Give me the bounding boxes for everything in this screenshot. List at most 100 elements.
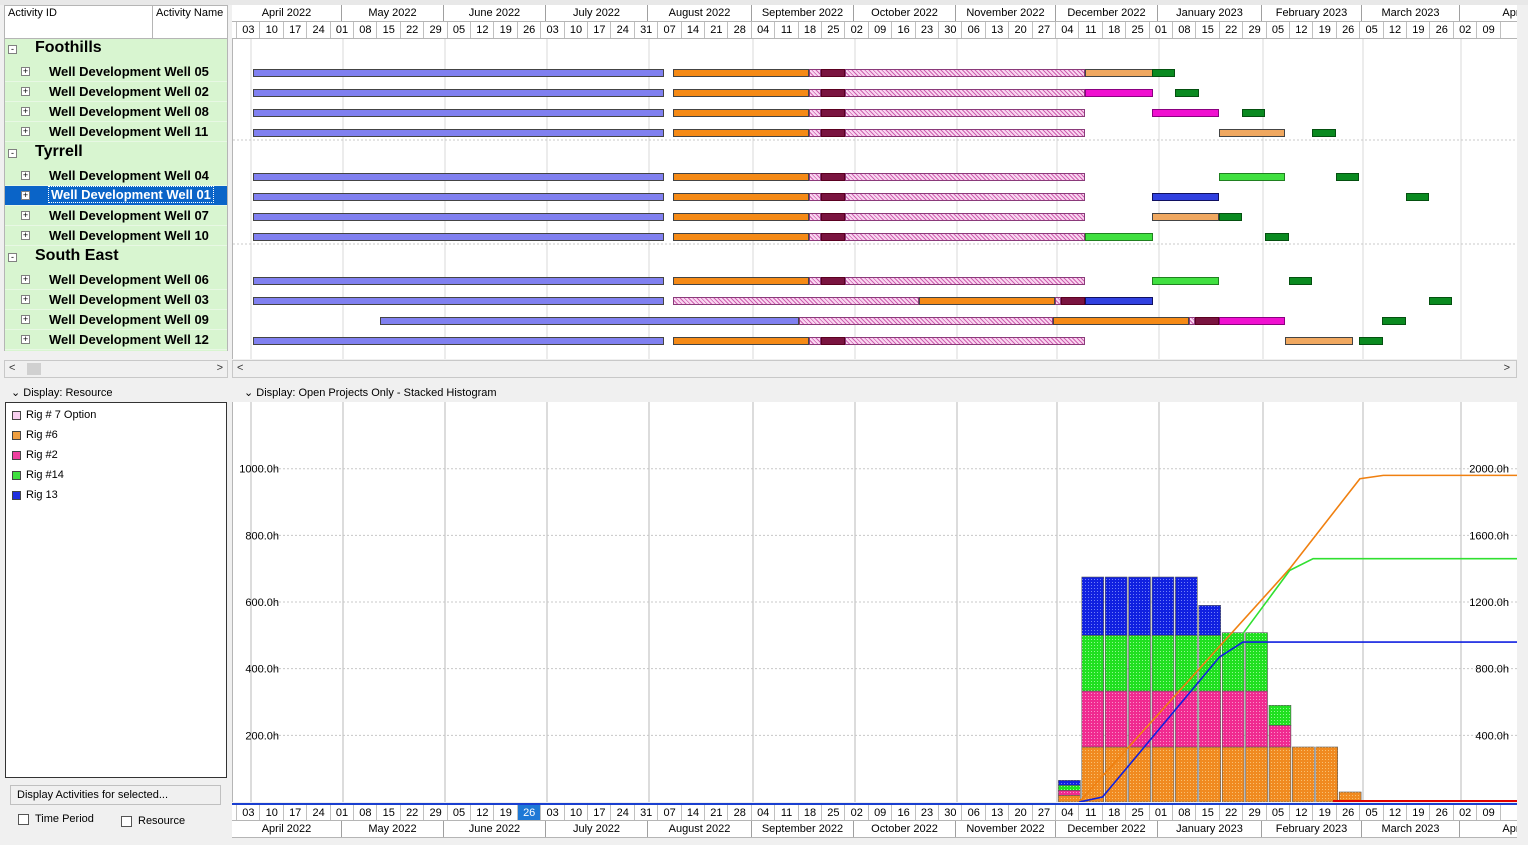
scroll-right-arrow[interactable]: > bbox=[1503, 362, 1510, 374]
display-activities-button[interactable]: Display Activities for selected... bbox=[10, 785, 221, 805]
gantt-bar[interactable] bbox=[673, 277, 809, 285]
column-header-activity-name[interactable]: Activity Name bbox=[156, 7, 224, 19]
expand-icon[interactable]: + bbox=[21, 334, 30, 344]
activity-row[interactable]: + Well Development Well 06 bbox=[5, 270, 227, 290]
gantt-bar[interactable] bbox=[253, 193, 664, 201]
gantt-bar[interactable] bbox=[821, 213, 845, 221]
checkbox-box[interactable] bbox=[121, 815, 132, 827]
scroll-right-arrow[interactable]: > bbox=[216, 362, 223, 374]
gantt-bar[interactable] bbox=[1285, 337, 1353, 345]
collapse-icon[interactable]: - bbox=[8, 149, 17, 158]
gantt-bar[interactable] bbox=[253, 337, 664, 345]
gantt-bar[interactable] bbox=[1189, 317, 1195, 325]
checkbox-box[interactable] bbox=[18, 813, 29, 825]
collapse-icon[interactable]: - bbox=[8, 45, 17, 54]
gantt-bar[interactable] bbox=[1152, 193, 1219, 201]
activity-row[interactable]: + Well Development Well 11 bbox=[5, 122, 227, 142]
gantt-bar[interactable] bbox=[845, 277, 1085, 285]
scroll-left-arrow[interactable]: < bbox=[9, 362, 16, 374]
gantt-bar[interactable] bbox=[673, 233, 809, 241]
gantt-bar[interactable] bbox=[1219, 129, 1285, 137]
gantt-bar[interactable] bbox=[253, 233, 664, 241]
gantt-bar[interactable] bbox=[1219, 317, 1285, 325]
gantt-bar[interactable] bbox=[845, 233, 1085, 241]
expand-icon[interactable]: + bbox=[21, 106, 30, 116]
gantt-bar[interactable] bbox=[821, 337, 845, 345]
gantt-bar[interactable] bbox=[845, 213, 1085, 221]
gantt-bar[interactable] bbox=[809, 277, 821, 285]
gantt-bar[interactable] bbox=[673, 129, 809, 137]
expand-icon[interactable]: + bbox=[21, 86, 30, 96]
gantt-bar[interactable] bbox=[821, 233, 845, 241]
expand-icon[interactable]: + bbox=[21, 230, 30, 240]
gantt-bar[interactable] bbox=[1382, 317, 1406, 325]
gantt-bar[interactable] bbox=[1175, 89, 1199, 97]
resource-checkbox[interactable]: Resource bbox=[121, 815, 185, 827]
gantt-bar[interactable] bbox=[673, 109, 809, 117]
expand-icon[interactable]: + bbox=[21, 126, 30, 136]
gantt-bar[interactable] bbox=[1085, 89, 1153, 97]
activity-row[interactable]: + Well Development Well 07 bbox=[5, 206, 227, 226]
gantt-bar[interactable] bbox=[821, 89, 845, 97]
gantt-bar[interactable] bbox=[845, 337, 1085, 345]
gantt-bar[interactable] bbox=[809, 173, 821, 181]
activity-row[interactable]: + Well Development Well 01 bbox=[5, 186, 227, 206]
expand-icon[interactable]: + bbox=[21, 274, 30, 284]
gantt-bar[interactable] bbox=[1085, 69, 1153, 77]
gantt-bar[interactable] bbox=[380, 317, 799, 325]
collapse-icon[interactable]: - bbox=[8, 253, 17, 262]
expand-icon[interactable]: + bbox=[21, 314, 30, 324]
gantt-bar[interactable] bbox=[809, 109, 821, 117]
chevron-down-icon[interactable]: ⌄ bbox=[244, 387, 254, 399]
scroll-thumb[interactable] bbox=[27, 363, 41, 375]
gantt-bar[interactable] bbox=[253, 213, 664, 221]
activity-row[interactable]: + Well Development Well 10 bbox=[5, 226, 227, 246]
gantt-bar[interactable] bbox=[1219, 173, 1285, 181]
expand-icon[interactable]: + bbox=[21, 66, 30, 76]
group-row[interactable]: - South East bbox=[5, 247, 227, 267]
gantt-bar[interactable] bbox=[1289, 277, 1312, 285]
gantt-bar[interactable] bbox=[845, 69, 1085, 77]
resource-panel-title[interactable]: ⌄ Display: Resource bbox=[5, 384, 227, 402]
histogram-panel-title[interactable]: ⌄ Display: Open Projects Only - Stacked … bbox=[238, 384, 638, 402]
gantt-bar[interactable] bbox=[1312, 129, 1336, 137]
gantt-bar[interactable] bbox=[821, 129, 845, 137]
gantt-bar[interactable] bbox=[1085, 233, 1153, 241]
gantt-bar[interactable] bbox=[821, 109, 845, 117]
scroll-left-arrow[interactable]: < bbox=[237, 362, 244, 374]
activity-row[interactable]: + Well Development Well 12 bbox=[5, 330, 227, 350]
gantt-bar[interactable] bbox=[673, 89, 809, 97]
gantt-bar[interactable] bbox=[809, 69, 821, 77]
gantt-bar[interactable] bbox=[1242, 109, 1265, 117]
gantt-bar[interactable] bbox=[1152, 213, 1219, 221]
gantt-bar[interactable] bbox=[1085, 297, 1153, 305]
activity-row[interactable]: + Well Development Well 09 bbox=[5, 310, 227, 330]
gantt-bar[interactable] bbox=[809, 213, 821, 221]
gantt-bar[interactable] bbox=[809, 193, 821, 201]
activity-row[interactable]: + Well Development Well 03 bbox=[5, 290, 227, 310]
gantt-bar[interactable] bbox=[253, 89, 664, 97]
gantt-bar[interactable] bbox=[809, 89, 821, 97]
gantt-bar[interactable] bbox=[1406, 193, 1429, 201]
gantt-bar[interactable] bbox=[1055, 297, 1061, 305]
gantt-bar[interactable] bbox=[845, 109, 1085, 117]
activity-row[interactable]: + Well Development Well 02 bbox=[5, 82, 227, 102]
gantt-bar[interactable] bbox=[845, 89, 1085, 97]
gantt-bar[interactable] bbox=[1061, 297, 1085, 305]
group-row[interactable]: - Tyrrell bbox=[5, 143, 227, 163]
expand-icon[interactable]: + bbox=[21, 294, 30, 304]
gantt-bar[interactable] bbox=[1219, 213, 1242, 221]
gantt-chart[interactable] bbox=[232, 39, 1517, 359]
gantt-bar[interactable] bbox=[1265, 233, 1289, 241]
gantt-bar[interactable] bbox=[809, 337, 821, 345]
gantt-bar[interactable] bbox=[845, 129, 1085, 137]
gantt-bar[interactable] bbox=[253, 109, 664, 117]
gantt-bar[interactable] bbox=[673, 337, 809, 345]
gantt-bar[interactable] bbox=[799, 317, 1053, 325]
gantt-bar[interactable] bbox=[1053, 317, 1189, 325]
gantt-bar[interactable] bbox=[1152, 277, 1219, 285]
chevron-down-icon[interactable]: ⌄ bbox=[11, 387, 21, 399]
gantt-bar[interactable] bbox=[1195, 317, 1219, 325]
gantt-bar[interactable] bbox=[809, 233, 821, 241]
gantt-bar[interactable] bbox=[1359, 337, 1383, 345]
